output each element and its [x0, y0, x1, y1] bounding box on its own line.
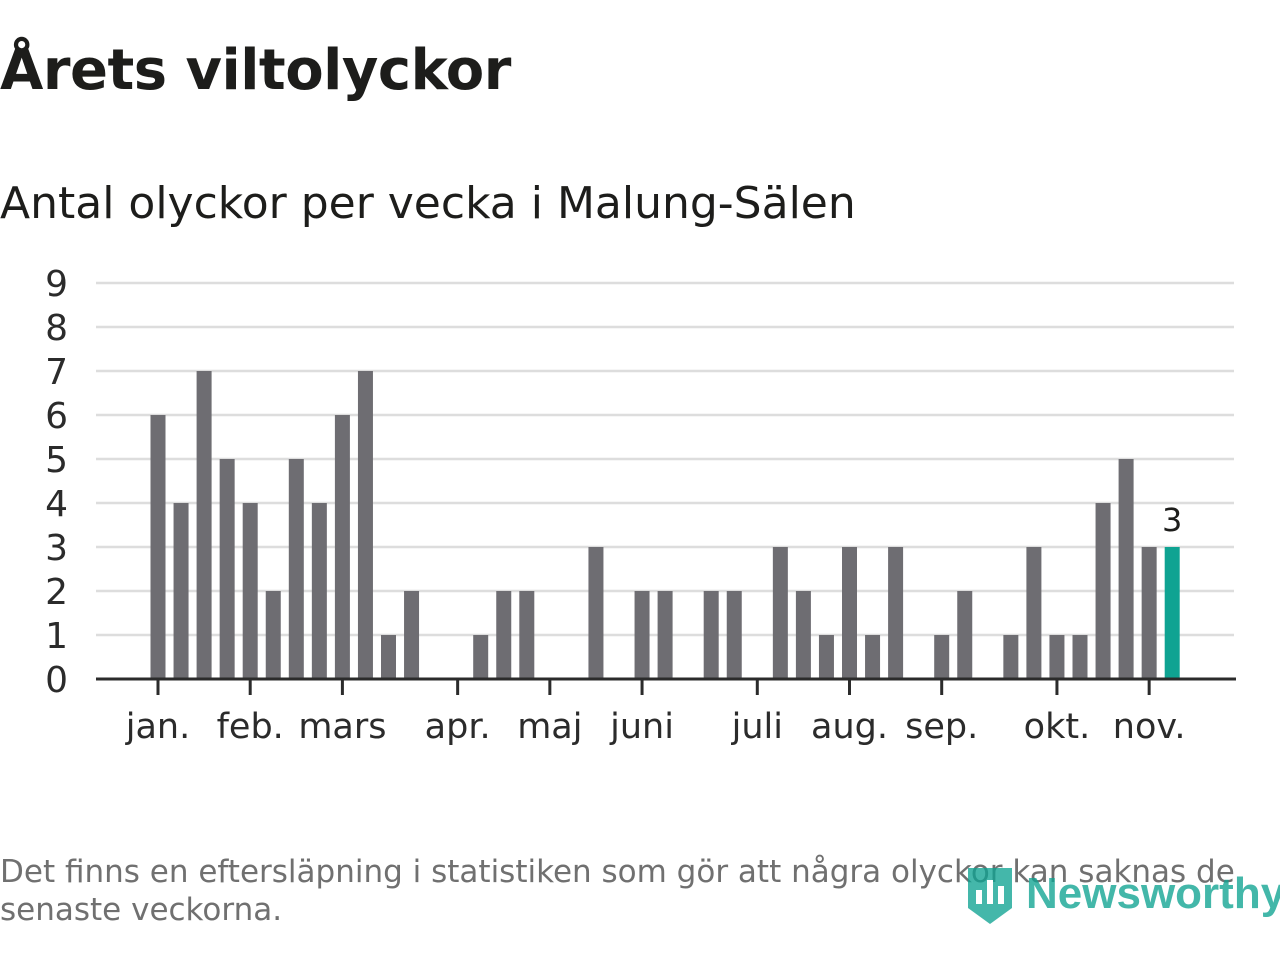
y-tick-label: 6 [45, 396, 68, 437]
y-tick-label: 5 [45, 440, 68, 481]
x-tick-label: jan. [125, 707, 190, 747]
y-tick-label: 4 [45, 484, 68, 525]
bar [657, 591, 673, 679]
bar [865, 635, 881, 679]
chart-subtitle: Antal olyckor per vecka i Malung-Sälen [0, 178, 856, 229]
chart-title: Årets viltolyckor [0, 38, 511, 103]
bar [496, 591, 512, 679]
bar [1072, 635, 1088, 679]
x-tick-label: aug. [811, 707, 888, 747]
bar [473, 635, 489, 679]
bar [242, 503, 258, 679]
bars [150, 371, 1180, 679]
bar [357, 371, 373, 679]
y-tick-label: 7 [45, 352, 68, 393]
x-axis-ticks: jan. feb. mars apr. maj juni juli aug. sep. okt. n… [125, 679, 1186, 747]
y-tick-label: 3 [45, 528, 68, 569]
bar [772, 547, 788, 679]
data-labels: 3 [1162, 501, 1182, 539]
bar [1095, 503, 1111, 679]
newsworthy-logo-text: Newsworthy [1026, 869, 1280, 918]
x-tick-label: maj [517, 707, 582, 747]
bar [795, 591, 811, 679]
bar [519, 591, 535, 679]
newsworthy-logo: Newsworthy [964, 862, 1280, 926]
bar [288, 459, 304, 679]
x-tick-label: feb. [217, 707, 284, 747]
bar [1141, 547, 1157, 679]
bar [404, 591, 420, 679]
bar [1003, 635, 1019, 679]
bar [311, 503, 327, 679]
bar [888, 547, 904, 679]
x-tick-label: mars [298, 707, 386, 747]
bar [842, 547, 857, 679]
bar [1026, 547, 1042, 679]
bar [173, 503, 189, 679]
x-tick-label: juni [609, 707, 674, 747]
bar [150, 415, 166, 679]
bar-highlighted [1164, 547, 1180, 679]
footnote: Det finns en eftersläpning i statistiken… [0, 854, 1235, 928]
x-tick-label: okt. [1024, 707, 1091, 747]
gridlines [96, 281, 1234, 637]
bar [957, 591, 973, 679]
y-tick-label: 1 [45, 616, 68, 657]
y-tick-label: 2 [45, 572, 68, 613]
bar [265, 591, 281, 679]
x-tick-label: nov. [1113, 707, 1186, 747]
bar [588, 547, 604, 679]
data-label: 3 [1162, 501, 1182, 539]
bar [726, 591, 742, 679]
bar [634, 591, 650, 679]
bar [196, 371, 212, 679]
bar [1049, 635, 1065, 679]
y-tick-label: 0 [45, 660, 68, 701]
bar [381, 635, 396, 679]
newsworthy-logo-icon [968, 868, 1012, 924]
y-tick-label: 8 [45, 308, 68, 349]
bar [934, 635, 950, 679]
x-tick-label: juli [731, 707, 783, 747]
x-tick-label: sep. [905, 707, 978, 747]
bar [334, 415, 350, 679]
bar [1118, 459, 1134, 679]
y-tick-label: 9 [45, 264, 68, 305]
x-tick-label: apr. [425, 707, 491, 747]
bar [703, 591, 719, 679]
bar [219, 459, 235, 679]
bar [818, 635, 834, 679]
